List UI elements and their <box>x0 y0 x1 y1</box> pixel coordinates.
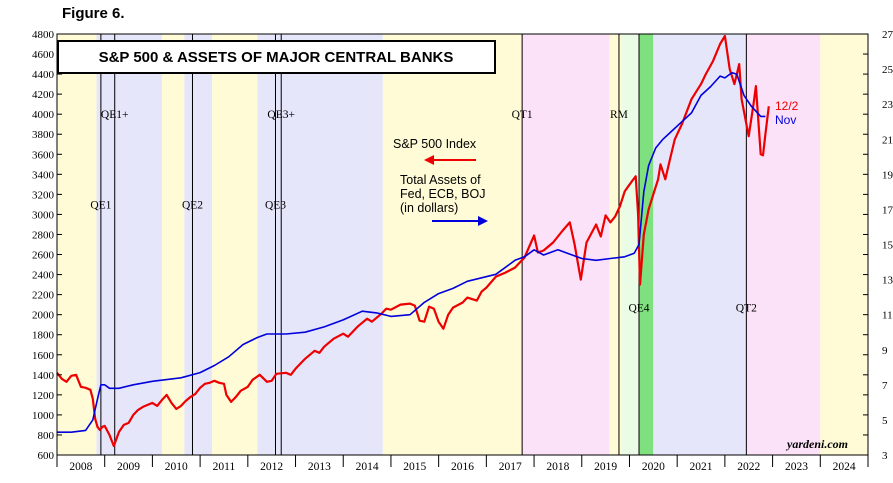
year-label-2024: 2024 <box>833 461 856 473</box>
shaded-period-10 <box>639 34 654 455</box>
year-label-2019: 2019 <box>594 461 617 473</box>
year-label-2023: 2023 <box>785 461 808 473</box>
left-tick-label: 2200 <box>32 290 55 302</box>
figure-label: Figure 6. <box>62 5 125 22</box>
legend: S&P 500 & ASSETS OF MAJOR CENTRAL BANKS … <box>57 40 848 451</box>
left-tick-label: 1000 <box>32 410 55 422</box>
event-label-qe2: QE2 <box>182 199 203 211</box>
left-tick-label: 1800 <box>32 330 55 342</box>
left-tick-label: 1200 <box>32 390 55 402</box>
year-label-2016: 2016 <box>451 461 474 473</box>
year-label-2013: 2013 <box>308 461 331 473</box>
left-tick-label: 600 <box>38 450 55 462</box>
legend-sp500-label: S&P 500 Index <box>393 137 477 151</box>
left-tick-label: 3000 <box>32 209 55 221</box>
event-label-qe1: QE1 <box>90 199 111 211</box>
chart-title: S&P 500 & ASSETS OF MAJOR CENTRAL BANKS <box>99 49 454 66</box>
right-tick-label: 11 <box>882 310 893 322</box>
end-label-month: Nov <box>775 113 796 127</box>
left-tick-label: 1400 <box>32 370 55 382</box>
left-tick-label: 3200 <box>32 189 55 201</box>
series-group <box>56 34 770 448</box>
event-label-qe4: QE4 <box>628 303 649 315</box>
sp500-line <box>56 34 770 448</box>
year-label-2010: 2010 <box>165 461 188 473</box>
right-tick-label: 21 <box>882 134 893 146</box>
shaded-period-6 <box>382 34 523 455</box>
plot-frame <box>56 33 869 456</box>
event-label-qt2: QT2 <box>736 303 757 315</box>
year-label-2017: 2017 <box>499 461 522 473</box>
shaded-period-11 <box>653 34 745 455</box>
left-tick-label: 4800 <box>32 29 55 41</box>
left-tick-label: 4000 <box>32 109 55 121</box>
year-label-2018: 2018 <box>546 461 569 473</box>
right-tick-label: 25 <box>882 64 893 76</box>
left-tick-label: 2600 <box>32 250 55 262</box>
year-label-2014: 2014 <box>356 461 379 473</box>
left-tick-label: 2800 <box>32 229 55 241</box>
year-label-2015: 2015 <box>403 461 426 473</box>
event-label-rm: RM <box>610 109 628 121</box>
left-tick-label: 1600 <box>32 350 55 362</box>
shaded-period-4 <box>212 34 258 455</box>
left-tick-label: 800 <box>38 430 55 442</box>
right-tick-label: 5 <box>882 415 888 427</box>
legend-assets-line1: Total Assets of <box>400 173 481 187</box>
right-tick-label: 19 <box>882 169 893 181</box>
shaded-period-5 <box>257 34 383 455</box>
shaded-period-1 <box>96 34 162 455</box>
left-tick-label: 3400 <box>32 169 55 181</box>
shaded-period-8 <box>609 34 622 455</box>
left-tick-label: 4400 <box>32 69 55 81</box>
left-tick-label: 3800 <box>32 129 55 141</box>
right-tick-label: 23 <box>882 99 893 111</box>
legend-sp500-arrow-head <box>424 155 434 165</box>
legend-assets-arrow-head <box>478 216 488 226</box>
event-label-qe1+: QE1+ <box>101 109 129 121</box>
shaded-period-13 <box>820 34 868 455</box>
end-label-date: 12/2 <box>775 99 799 113</box>
left-tick-label: 3600 <box>32 149 55 161</box>
event-label-qe3: QE3 <box>265 199 286 211</box>
shaded-period-9 <box>621 34 640 455</box>
left-tick-label: 4200 <box>32 89 55 101</box>
left-tick-label: 2000 <box>32 310 55 322</box>
year-label-2008: 2008 <box>69 461 92 473</box>
legend-assets-line3: (in dollars) <box>400 201 458 215</box>
left-tick-label: 2400 <box>32 270 55 282</box>
event-label-qe3+: QE3+ <box>267 109 295 121</box>
right-tick-label: 17 <box>882 204 893 216</box>
right-tick-label: 13 <box>882 275 893 287</box>
event-label-qt1: QT1 <box>512 109 533 121</box>
right-tick-label: 27 <box>882 29 893 41</box>
axes: 600 800 1000 1200 1400 1600 1800 2000 2200 2400 26… <box>32 29 893 473</box>
right-tick-label: 3 <box>882 450 888 462</box>
title-box <box>57 40 496 74</box>
shaded-period-3 <box>184 34 213 455</box>
right-tick-label: 15 <box>882 240 893 252</box>
shaded-period-0 <box>57 34 97 455</box>
shaded-period-2 <box>161 34 185 455</box>
right-tick-label: 9 <box>882 345 888 357</box>
year-label-2009: 2009 <box>117 461 140 473</box>
legend-assets-line2: Fed, ECB, BOJ <box>400 187 485 201</box>
left-tick-label: 4600 <box>32 49 55 61</box>
year-label-2011: 2011 <box>213 461 236 473</box>
right-tick-label: 7 <box>882 380 888 392</box>
year-label-2022: 2022 <box>737 461 760 473</box>
year-label-2021: 2021 <box>690 461 713 473</box>
credit-text: yardeni.com <box>785 437 848 451</box>
central-bank-assets-line <box>57 71 766 433</box>
shaded-regions <box>57 34 868 455</box>
year-label-2012: 2012 <box>260 461 283 473</box>
year-label-2020: 2020 <box>642 461 665 473</box>
